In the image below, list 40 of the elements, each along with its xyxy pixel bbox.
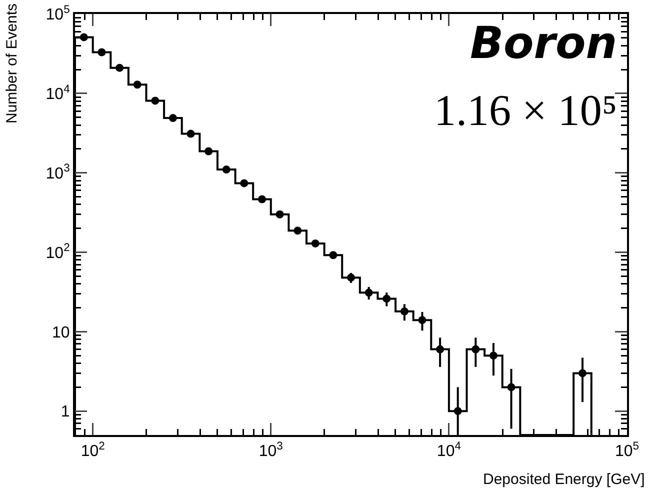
point — [294, 226, 302, 235]
point — [382, 294, 391, 303]
point — [98, 48, 106, 56]
x-tick-label: 10$^{2}$ — [80, 440, 105, 460]
point — [364, 288, 373, 297]
y-axis-title: Number of Events — [4, 3, 20, 124]
point — [329, 251, 338, 260]
point — [578, 369, 586, 378]
y-tick-label: 10$^{5}$ — [46, 4, 70, 24]
point — [133, 80, 142, 89]
point — [489, 352, 498, 360]
y-tick-label: 10 — [52, 324, 70, 342]
x-tick-label: 10$^{5}$ — [614, 440, 640, 460]
point — [454, 407, 462, 416]
point — [276, 210, 284, 218]
annotation: Boron — [470, 18, 618, 69]
point — [186, 130, 195, 138]
point — [80, 33, 88, 42]
point — [347, 274, 356, 282]
point — [222, 166, 230, 174]
x-tick-label: 10$^{3}$ — [258, 440, 283, 460]
y-tick-label: 10$^{2}$ — [46, 242, 70, 262]
point — [436, 345, 444, 354]
y-tick-label: 10$^{3}$ — [46, 162, 70, 182]
point — [311, 239, 320, 248]
point — [204, 147, 213, 156]
annotation: 1.16 × 10⁵ — [434, 86, 618, 135]
point — [151, 96, 160, 105]
point — [240, 179, 248, 188]
point — [472, 345, 480, 354]
x-tick-label: 10$^{4}$ — [436, 440, 461, 460]
point — [116, 64, 124, 72]
point — [258, 195, 266, 204]
point — [400, 307, 408, 316]
y-tick-label: 1 — [60, 404, 70, 421]
x-axis-title: Deposited Energy [GeV] — [483, 471, 645, 488]
point — [418, 316, 426, 324]
point — [507, 383, 516, 392]
y-tick-label: 10$^{4}$ — [46, 83, 70, 104]
point — [168, 114, 177, 122]
